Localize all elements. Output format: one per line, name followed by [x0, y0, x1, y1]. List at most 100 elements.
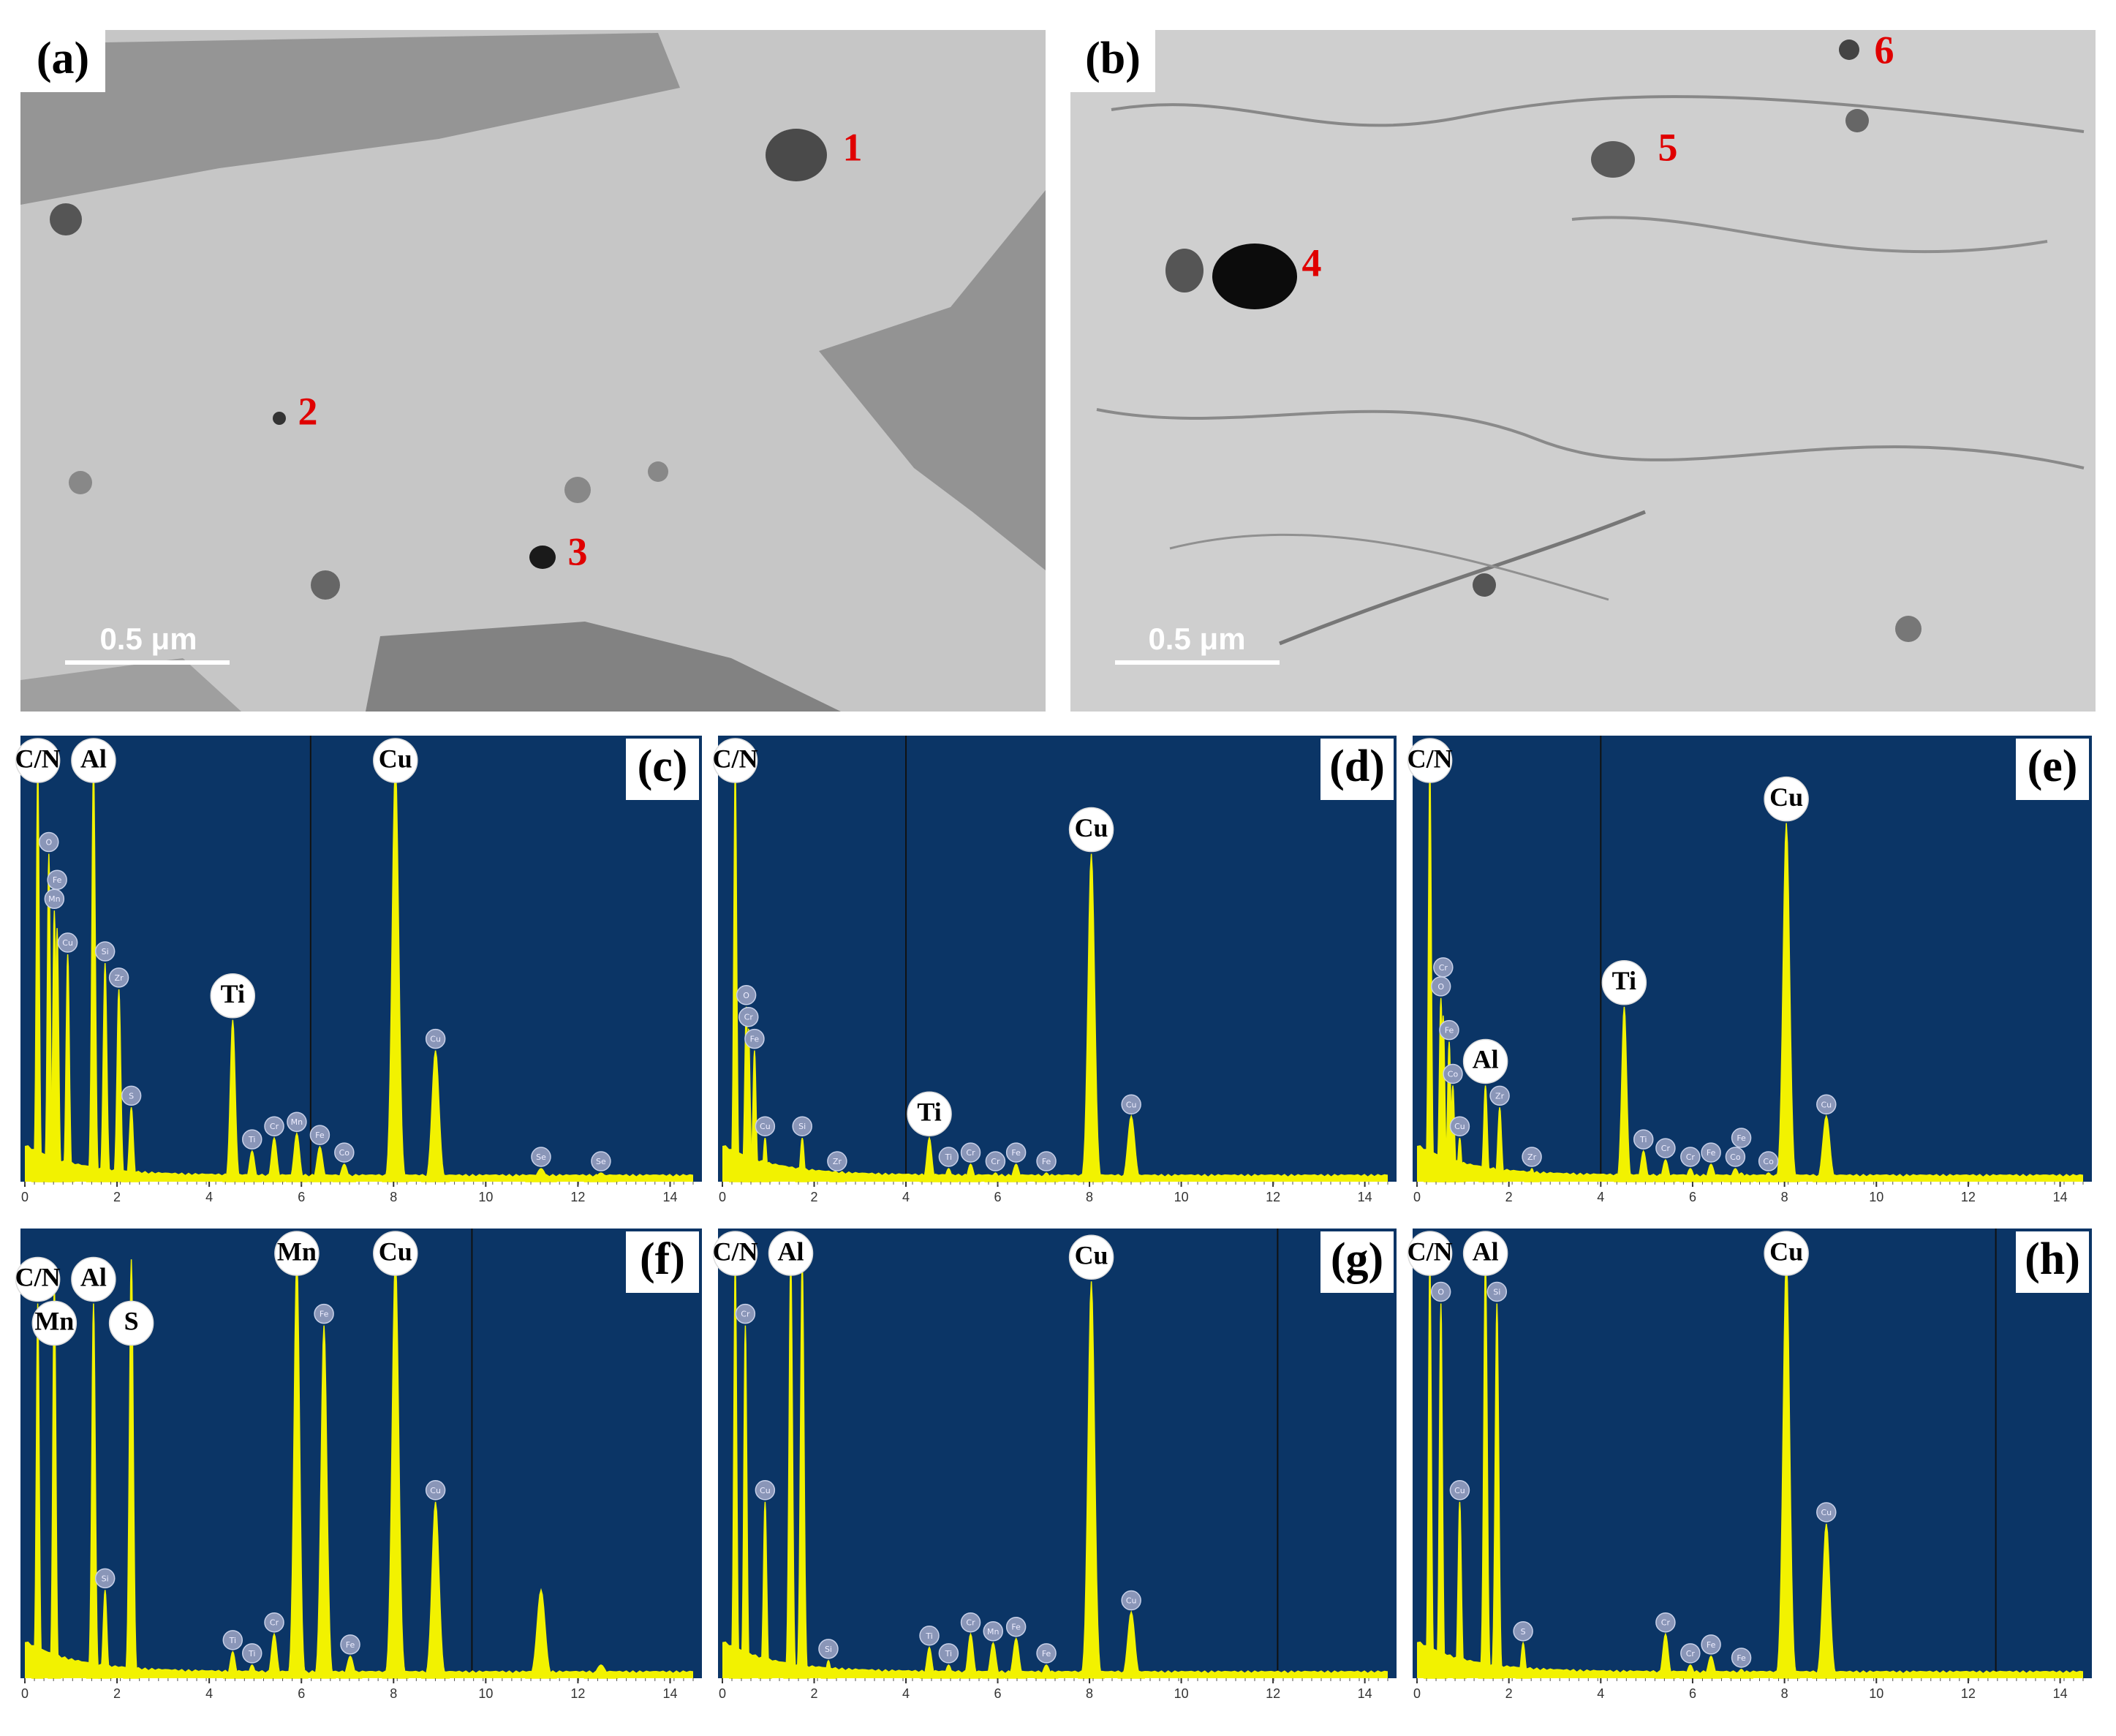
spectrum-panel: 0 2 4 6 8 10 12 14 C/N Al Cu O Cu Si S Cr Cr Fe Fe Cu (h) — [1407, 1229, 2092, 1701]
peak — [583, 1172, 619, 1182]
peak — [1679, 1664, 1701, 1679]
x-tick-label: 4 — [902, 1190, 910, 1204]
peak-label-small: Cu — [1821, 1100, 1832, 1109]
peak-label-dot — [94, 1568, 116, 1589]
peak-label-dot — [1731, 1648, 1752, 1668]
peak-label: Ti — [221, 979, 245, 1008]
panel-label-box — [626, 1231, 699, 1293]
peak — [97, 1590, 113, 1679]
peak-label: C/N — [1407, 744, 1453, 773]
peak-label-dot — [985, 1151, 1006, 1171]
particle-label: 6 — [1875, 28, 1894, 72]
peak-label-dot — [531, 1147, 551, 1167]
peak — [583, 1664, 619, 1679]
peak — [1679, 1168, 1701, 1182]
peak — [984, 1172, 1007, 1182]
peak-label: Mn — [277, 1237, 317, 1266]
peak-label-dot — [938, 1643, 959, 1664]
peak-label-small: Fe — [750, 1035, 760, 1044]
peak-label-dot — [1005, 1616, 1027, 1637]
peak-label-dot — [960, 1612, 981, 1633]
panel-label-box — [20, 30, 105, 92]
peak-label-badge — [1462, 1038, 1508, 1084]
peak-label-dot — [309, 1125, 330, 1145]
peak — [938, 1664, 959, 1679]
peak — [1772, 823, 1800, 1182]
peak-label-small: Zr — [115, 973, 124, 983]
panel-label: (f) — [640, 1234, 685, 1284]
spectrum-panel: 0 2 4 6 8 10 12 14 C/N Al Cu Cr Cu Si Ti Ti Cr Mn Fe Fe Cu (g… — [713, 1229, 1397, 1701]
x-tick-label: 12 — [1961, 1686, 1976, 1701]
x-tick-label: 14 — [2053, 1686, 2068, 1701]
peak-label-dot — [1449, 1116, 1470, 1136]
particle — [311, 570, 340, 600]
peak — [919, 1646, 940, 1679]
peak-label-dot — [39, 831, 59, 853]
peak-label-badge — [712, 738, 758, 783]
peak-label-small: Si — [102, 947, 109, 956]
peak-label-small: Fe — [1042, 1157, 1051, 1166]
peak-label-dot — [94, 941, 116, 962]
peak-label-small: O — [45, 838, 52, 848]
peak — [1699, 1655, 1723, 1679]
peak-label-dot — [1036, 1643, 1057, 1664]
x-tick-label: 8 — [1086, 1686, 1093, 1701]
peak — [738, 1325, 752, 1679]
peak-label: Ti — [1612, 966, 1636, 995]
peak-label-dot — [1439, 1019, 1459, 1041]
peak-label-badge — [373, 1231, 418, 1276]
scale-bar-label: 0.5 μm — [1148, 622, 1245, 656]
peak-label-small: Se — [596, 1157, 606, 1166]
spectrum-panel: 0 2 4 6 8 10 12 14 C/N Al Ti Cu O Cr Fe Co Cu Zr Zr Ti Cr Cr F… — [1407, 736, 2092, 1204]
peak-label-small: Fe — [1445, 1026, 1454, 1035]
flake — [20, 33, 680, 205]
peak-label-dot — [792, 1116, 812, 1136]
x-tick-label: 2 — [1505, 1190, 1513, 1204]
peak-label-badge — [1407, 738, 1453, 783]
particle — [1473, 573, 1496, 597]
panel-label: (d) — [1329, 741, 1385, 791]
peak — [1453, 1138, 1467, 1182]
peak-label-small: Fe — [315, 1131, 325, 1140]
particle — [529, 546, 556, 569]
x-tick-label: 14 — [1358, 1190, 1372, 1204]
peak-label-small: Cr — [1686, 1649, 1696, 1658]
peak-label-dot — [425, 1028, 446, 1049]
panel-label-box — [2016, 1231, 2089, 1293]
x-tick-label: 0 — [21, 1686, 29, 1701]
peak — [110, 989, 127, 1182]
peak-label-dot — [264, 1612, 284, 1633]
peak-label-small: Cu — [1454, 1122, 1465, 1131]
peak — [1729, 1172, 1753, 1182]
plot-bg — [20, 1229, 702, 1678]
peak — [1034, 1664, 1059, 1679]
x-tick-label: 12 — [1961, 1190, 1976, 1204]
peak-label-small: Cr — [966, 1618, 975, 1628]
plot-bg — [718, 1229, 1397, 1678]
peak — [1452, 1501, 1467, 1679]
peak — [421, 1501, 450, 1679]
peak — [123, 1259, 140, 1679]
peak-label: Al — [1473, 1237, 1499, 1266]
peak — [747, 1050, 762, 1182]
peak — [1524, 1168, 1540, 1182]
peak-label: Ti — [917, 1097, 941, 1126]
tem-image-a: (a) 1 2 3 0.5 μm — [20, 30, 1046, 712]
peak-label-small: Cu — [430, 1486, 441, 1495]
tem-image-b: (b) 4 5 6 0.5 μm — [1070, 28, 2096, 712]
peak-label: Cu — [379, 744, 412, 773]
peak-label: C/N — [15, 1263, 61, 1292]
panel-label: (e) — [2028, 741, 2078, 791]
peak — [960, 1632, 981, 1679]
peak-label-badge — [1407, 1231, 1453, 1276]
peak — [1492, 1107, 1507, 1182]
peak — [795, 1138, 809, 1182]
peak-label-dot — [1449, 1480, 1470, 1501]
panel-label: (h) — [2025, 1234, 2080, 1284]
peak — [308, 1145, 332, 1182]
x-tick-label: 14 — [662, 1686, 677, 1701]
particle — [273, 412, 286, 425]
peak — [1729, 1669, 1753, 1679]
x-tick-label: 2 — [811, 1190, 818, 1204]
